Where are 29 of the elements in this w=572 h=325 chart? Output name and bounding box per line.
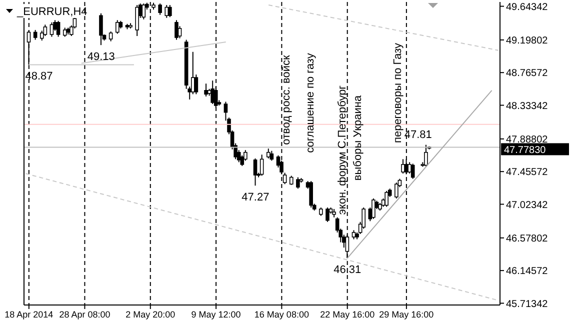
ref-line-label: 47.77830 <box>504 145 546 156</box>
y-tick-label: 45.71342 <box>506 298 548 310</box>
x-tick-label: 16 May 08:00 <box>254 309 309 320</box>
y-tick-label: 49.19802 <box>506 35 548 46</box>
annotation: соглашение по газу <box>304 52 316 153</box>
x-tick-label: 9 May 12:00 <box>191 309 241 320</box>
x-tick-label: 2 May 20:00 <box>126 309 176 320</box>
annotation: выборы Украина <box>352 94 364 181</box>
annotation: экон. форум С.Петербург <box>336 85 348 215</box>
y-tick-label: 47.88802 <box>506 134 548 146</box>
annotation: переговоры по Газу <box>392 42 404 143</box>
annotation: 46.31 <box>334 264 362 276</box>
y-tick-label: 47.45572 <box>506 167 548 178</box>
x-tick-label: 29 May 16:00 <box>379 309 434 320</box>
annotation: 47.27 <box>242 192 270 204</box>
x-tick-label: 22 May 16:00 <box>320 309 375 320</box>
annotation: 47.81 <box>404 128 432 141</box>
x-tick-label: 28 Apr 08:00 <box>59 309 110 320</box>
y-tick-label: 46.57802 <box>506 233 548 244</box>
annotation: отвод росс. войск <box>280 55 293 145</box>
y-tick-label: 47.02342 <box>506 200 548 211</box>
y-tick-label: 46.14572 <box>506 266 548 278</box>
y-tick-label: 48.76572 <box>506 68 548 80</box>
y-tick-label: 49.64342 <box>506 2 548 13</box>
chart-title: _EURRUR,H4 <box>16 6 88 18</box>
annotation: 49.13 <box>87 51 115 64</box>
annotation: 48.87 <box>25 70 53 83</box>
x-tick-label: 18 Apr 2014 <box>4 309 54 320</box>
y-tick-label: 48.33342 <box>506 100 548 112</box>
